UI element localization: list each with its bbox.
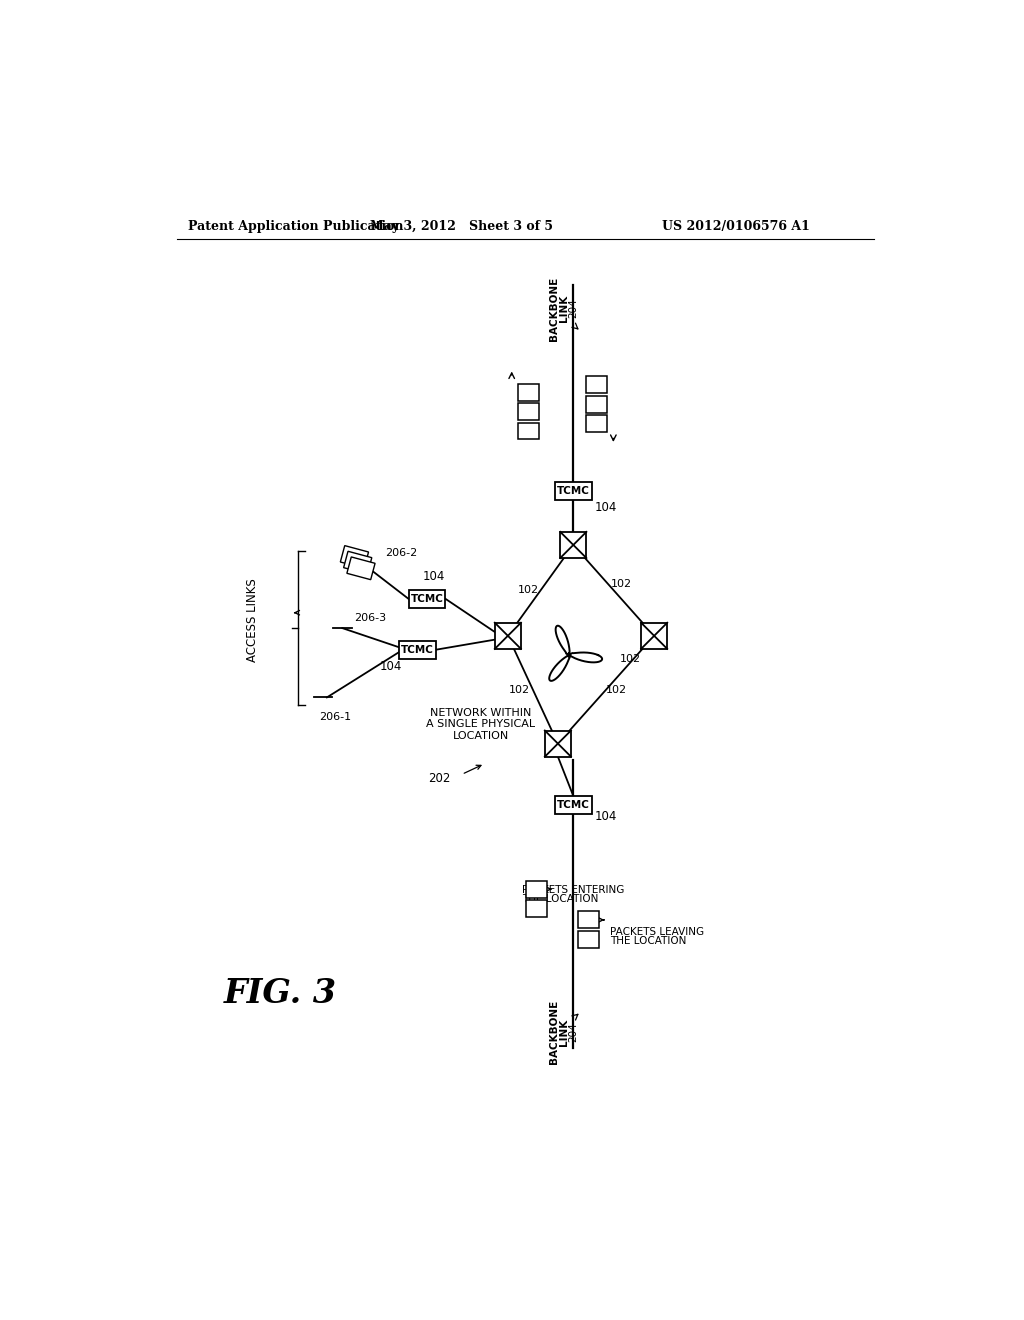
Text: TCMC: TCMC [411,594,443,603]
Bar [586,376,607,393]
Bar [555,796,592,814]
Bar [641,623,668,649]
Text: A SINGLE PHYSICAL: A SINGLE PHYSICAL [426,719,536,730]
Bar [518,384,540,401]
Text: TCMC: TCMC [557,486,590,496]
Bar [578,911,599,928]
Text: 104: 104 [423,570,445,583]
Text: 206-1: 206-1 [319,711,351,722]
Text: LINK: LINK [559,1019,568,1045]
Bar [399,640,436,659]
Text: 102: 102 [620,653,641,664]
Text: 104: 104 [595,500,617,513]
Text: 102: 102 [509,685,529,694]
Text: THE LOCATION: THE LOCATION [521,894,598,904]
Bar [344,552,372,574]
Bar [586,414,607,432]
Text: FIG. 3: FIG. 3 [224,977,337,1010]
Text: 206-2: 206-2 [385,548,417,557]
Text: 204: 204 [568,298,578,318]
Bar [518,422,540,440]
Bar [495,623,521,649]
Bar [555,482,592,500]
Text: NETWORK WITHIN: NETWORK WITHIN [430,708,531,718]
Text: THE LOCATION: THE LOCATION [610,936,687,946]
Text: US 2012/0106576 A1: US 2012/0106576 A1 [662,219,810,232]
Bar [560,532,587,558]
Text: 204: 204 [568,1023,578,1043]
Text: Patent Application Publication: Patent Application Publication [188,219,403,232]
Text: May 3, 2012   Sheet 3 of 5: May 3, 2012 Sheet 3 of 5 [370,219,553,232]
Text: PACKETS LEAVING: PACKETS LEAVING [610,927,705,937]
Bar [340,545,369,569]
Bar [525,880,547,898]
Bar [586,396,607,412]
Text: BACKBONE: BACKBONE [550,276,559,341]
Text: TCMC: TCMC [557,800,590,810]
Bar [347,557,375,579]
Text: BACKBONE: BACKBONE [550,1001,559,1064]
Bar [578,931,599,948]
Bar [409,590,445,607]
Text: 104: 104 [379,660,401,673]
Bar [545,730,571,756]
Text: 202: 202 [428,772,451,785]
Polygon shape [549,626,602,681]
Text: 102: 102 [606,685,628,694]
Text: 104: 104 [595,810,617,824]
Text: 102: 102 [518,585,539,595]
Text: LOCATION: LOCATION [453,731,509,741]
Text: 206-3: 206-3 [354,612,386,623]
Bar [525,900,547,917]
Bar [518,404,540,420]
Ellipse shape [438,552,700,759]
Text: LINK: LINK [559,294,568,322]
Text: PACKETS ENTERING: PACKETS ENTERING [521,884,624,895]
Text: TCMC: TCMC [401,644,434,655]
Text: ACCESS LINKS: ACCESS LINKS [246,578,259,663]
Text: 102: 102 [611,579,632,589]
